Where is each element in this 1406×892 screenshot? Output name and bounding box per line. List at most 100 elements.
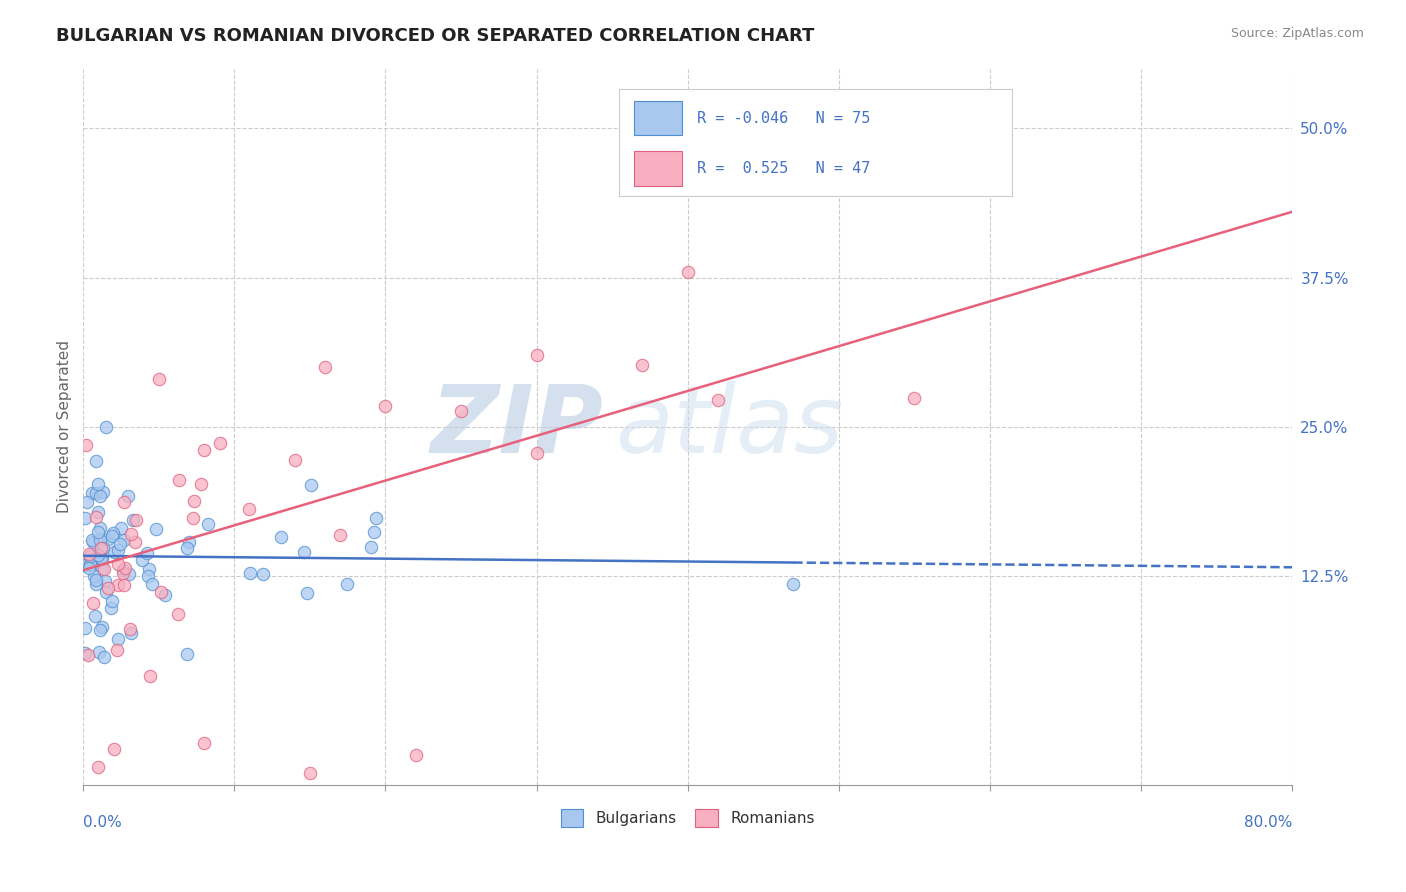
Text: 0.0%: 0.0% (83, 815, 122, 830)
Point (136, 568, 159, 582)
Point (77, 561, 100, 575)
Point (183, 494, 205, 508)
Point (363, 524, 385, 539)
Point (75, 646, 97, 660)
Point (676, 264, 699, 278)
Text: Source: ZipAtlas.com: Source: ZipAtlas.com (1230, 27, 1364, 40)
Point (631, 358, 654, 372)
Point (145, 522, 167, 536)
Point (82, 535, 104, 549)
Point (87, 477, 110, 491)
Y-axis label: Divorced or Separated: Divorced or Separated (58, 341, 72, 513)
Point (107, 632, 129, 646)
Point (153, 588, 176, 602)
Point (167, 473, 190, 487)
FancyBboxPatch shape (634, 101, 682, 136)
Point (101, 594, 124, 608)
Point (107, 542, 129, 557)
Point (335, 577, 357, 591)
Point (73, 511, 96, 525)
Point (298, 766, 321, 780)
Point (121, 513, 143, 527)
Point (89, 521, 111, 535)
Point (80, 533, 103, 548)
Point (292, 545, 315, 559)
Point (107, 578, 129, 592)
Text: ZIP: ZIP (430, 381, 603, 473)
Point (83, 568, 105, 582)
Point (87, 760, 110, 774)
Point (94, 419, 117, 434)
Point (284, 453, 307, 467)
Point (90, 541, 112, 556)
Point (299, 478, 322, 492)
Point (75, 438, 97, 452)
Point (93, 562, 115, 576)
Point (297, 586, 319, 600)
Point (80, 486, 103, 500)
Point (366, 511, 388, 525)
Point (76, 648, 98, 662)
Point (193, 736, 215, 750)
Point (79, 547, 101, 561)
Point (107, 642, 129, 657)
Point (120, 622, 142, 636)
Point (93, 541, 115, 556)
Point (84, 609, 107, 624)
Point (131, 552, 153, 566)
Text: atlas: atlas (614, 381, 844, 472)
Point (84, 454, 107, 468)
Point (112, 495, 135, 509)
Point (79, 557, 101, 571)
Point (84, 577, 107, 591)
Point (90, 552, 112, 566)
Point (118, 567, 141, 582)
Point (450, 404, 472, 418)
Point (86, 486, 108, 500)
Point (75, 621, 97, 635)
Point (90, 551, 112, 566)
Point (82, 596, 104, 610)
Point (94, 574, 117, 588)
Text: R =  0.525   N = 47: R = 0.525 N = 47 (697, 161, 870, 176)
Point (110, 521, 132, 535)
Point (238, 502, 260, 516)
Point (117, 489, 139, 503)
Point (112, 564, 135, 578)
Point (141, 576, 163, 591)
Point (125, 513, 148, 527)
Text: R = -0.046   N = 75: R = -0.046 N = 75 (697, 111, 870, 126)
Point (91, 561, 114, 575)
Point (526, 446, 548, 460)
Point (84, 573, 107, 587)
Point (136, 546, 159, 560)
Point (114, 577, 136, 591)
Point (89, 624, 111, 638)
Point (190, 477, 212, 491)
Point (120, 526, 142, 541)
Point (97, 581, 120, 595)
Point (87, 548, 110, 562)
Point (108, 536, 131, 550)
Point (89, 533, 111, 547)
Point (209, 436, 232, 450)
Point (79, 557, 101, 571)
Point (103, 526, 125, 541)
Point (87, 505, 110, 519)
Point (93, 485, 115, 500)
Point (782, 577, 804, 591)
Point (96, 585, 118, 599)
Point (87, 645, 110, 659)
Point (314, 360, 336, 375)
Point (114, 560, 136, 574)
Point (374, 399, 396, 413)
Point (526, 348, 548, 362)
Point (197, 517, 219, 532)
Point (138, 562, 160, 576)
Point (124, 535, 146, 549)
Point (181, 511, 204, 525)
Point (252, 566, 274, 581)
Point (193, 443, 215, 458)
Point (177, 534, 200, 549)
Point (329, 528, 352, 542)
